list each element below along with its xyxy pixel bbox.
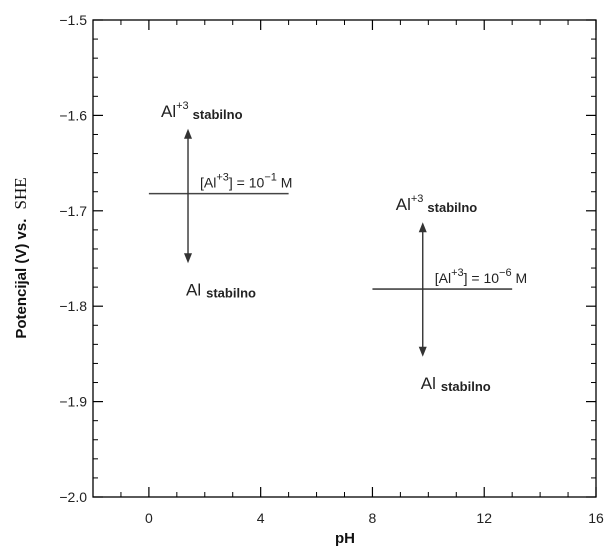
upper-stability-label: Al+3stabilno (396, 193, 478, 215)
concentration-label: [Al+3] = 10−1 M (200, 172, 292, 191)
y-tick-label: −1.7 (59, 203, 87, 219)
x-tick-label: 12 (476, 510, 492, 526)
y-tick-label: −1.9 (59, 394, 87, 410)
equilibrium-series-1: Al+3stabilno Al stabilno [Al+3] = 10−1 M (148, 100, 292, 300)
y-axis-label: Potencijal (V) vs. SHE (11, 177, 30, 338)
x-tick-label: 0 (145, 510, 153, 526)
x-axis-label: pH (335, 530, 355, 547)
arrow-down-head (184, 253, 193, 264)
x-tick-label: 16 (588, 510, 604, 526)
y-tick-label: −1.5 (59, 12, 87, 28)
plot-frame (92, 19, 597, 498)
equilibrium-series-2: Al+3stabilno Al stabilno [Al+3] = 10−6 M (372, 193, 527, 394)
x-axis-ticks: 0 4 8 12 16 (92, 20, 604, 526)
lower-stability-label: Al stabilno (421, 374, 491, 394)
upper-stability-label: Al+3stabilno (161, 100, 243, 122)
y-axis-label-part-1: Potencijal (V) vs. (13, 219, 30, 339)
y-tick-label: −1.6 (59, 107, 87, 123)
lower-stability-label: Al stabilno (186, 280, 256, 300)
x-tick-label: 8 (369, 510, 377, 526)
concentration-label: [Al+3] = 10−6 M (435, 267, 527, 286)
y-axis-label-part-2: SHE (11, 177, 30, 209)
y-tick-label: −2.0 (59, 489, 87, 505)
y-tick-label: −1.8 (59, 298, 87, 314)
arrow-down-head (418, 346, 427, 357)
x-tick-label: 4 (257, 510, 265, 526)
arrow-up-head (418, 222, 427, 233)
arrow-up-head (184, 128, 193, 139)
y-axis-ticks: −2.0 −1.9 −1.8 −1.7 −1.6 −1.5 (59, 12, 596, 505)
